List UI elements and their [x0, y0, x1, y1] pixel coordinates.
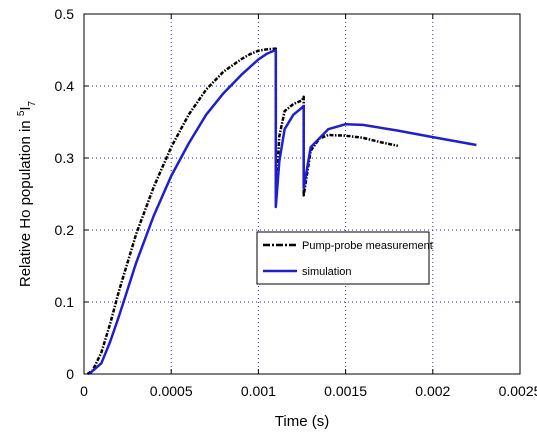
series-line-measurement [86, 47, 399, 376]
x-tick-label: 0.002 [415, 383, 450, 399]
grid [84, 14, 520, 374]
plot-frame [83, 13, 521, 375]
x-tick-label: 0 [80, 383, 88, 399]
tick-labels: 0 0.0005 0.001 0.0015 0.002 0.0025 0 0.1 0.2 0.3 0… [55, 6, 537, 399]
y-axis-title-sup: 5 [16, 110, 27, 116]
y-tick-label: 0.1 [55, 294, 75, 310]
y-tick-label: 0.4 [55, 78, 75, 94]
y-axis-title-main: Relative Ho population in [17, 116, 34, 287]
y-tick-label: 0.3 [55, 150, 75, 166]
x-axis-title: Time (s) [275, 413, 329, 430]
x-tick-label: 0.0005 [150, 383, 193, 399]
series-line-simulation [88, 48, 477, 375]
y-tick-label: 0.2 [55, 222, 75, 238]
legend-label-measurement: Pump-probe measurement [302, 240, 433, 252]
y-axis-title-main2: I [17, 106, 34, 110]
x-tick-label: 0.001 [241, 383, 276, 399]
legend: Pump-probe measurement simulation [256, 231, 433, 285]
y-axis-title: Relative Ho population in 5I7 [16, 100, 38, 287]
series-layer [86, 47, 477, 376]
y-tick-label: 0.5 [55, 6, 75, 22]
y-axis-title-sub: 7 [27, 100, 38, 106]
ticks [83, 13, 521, 375]
x-tick-label: 0.0015 [324, 383, 367, 399]
legend-label-simulation: simulation [302, 266, 352, 278]
x-tick-label: 0.0025 [499, 383, 537, 399]
y-tick-label: 0 [66, 366, 74, 382]
legend-box [256, 231, 430, 285]
